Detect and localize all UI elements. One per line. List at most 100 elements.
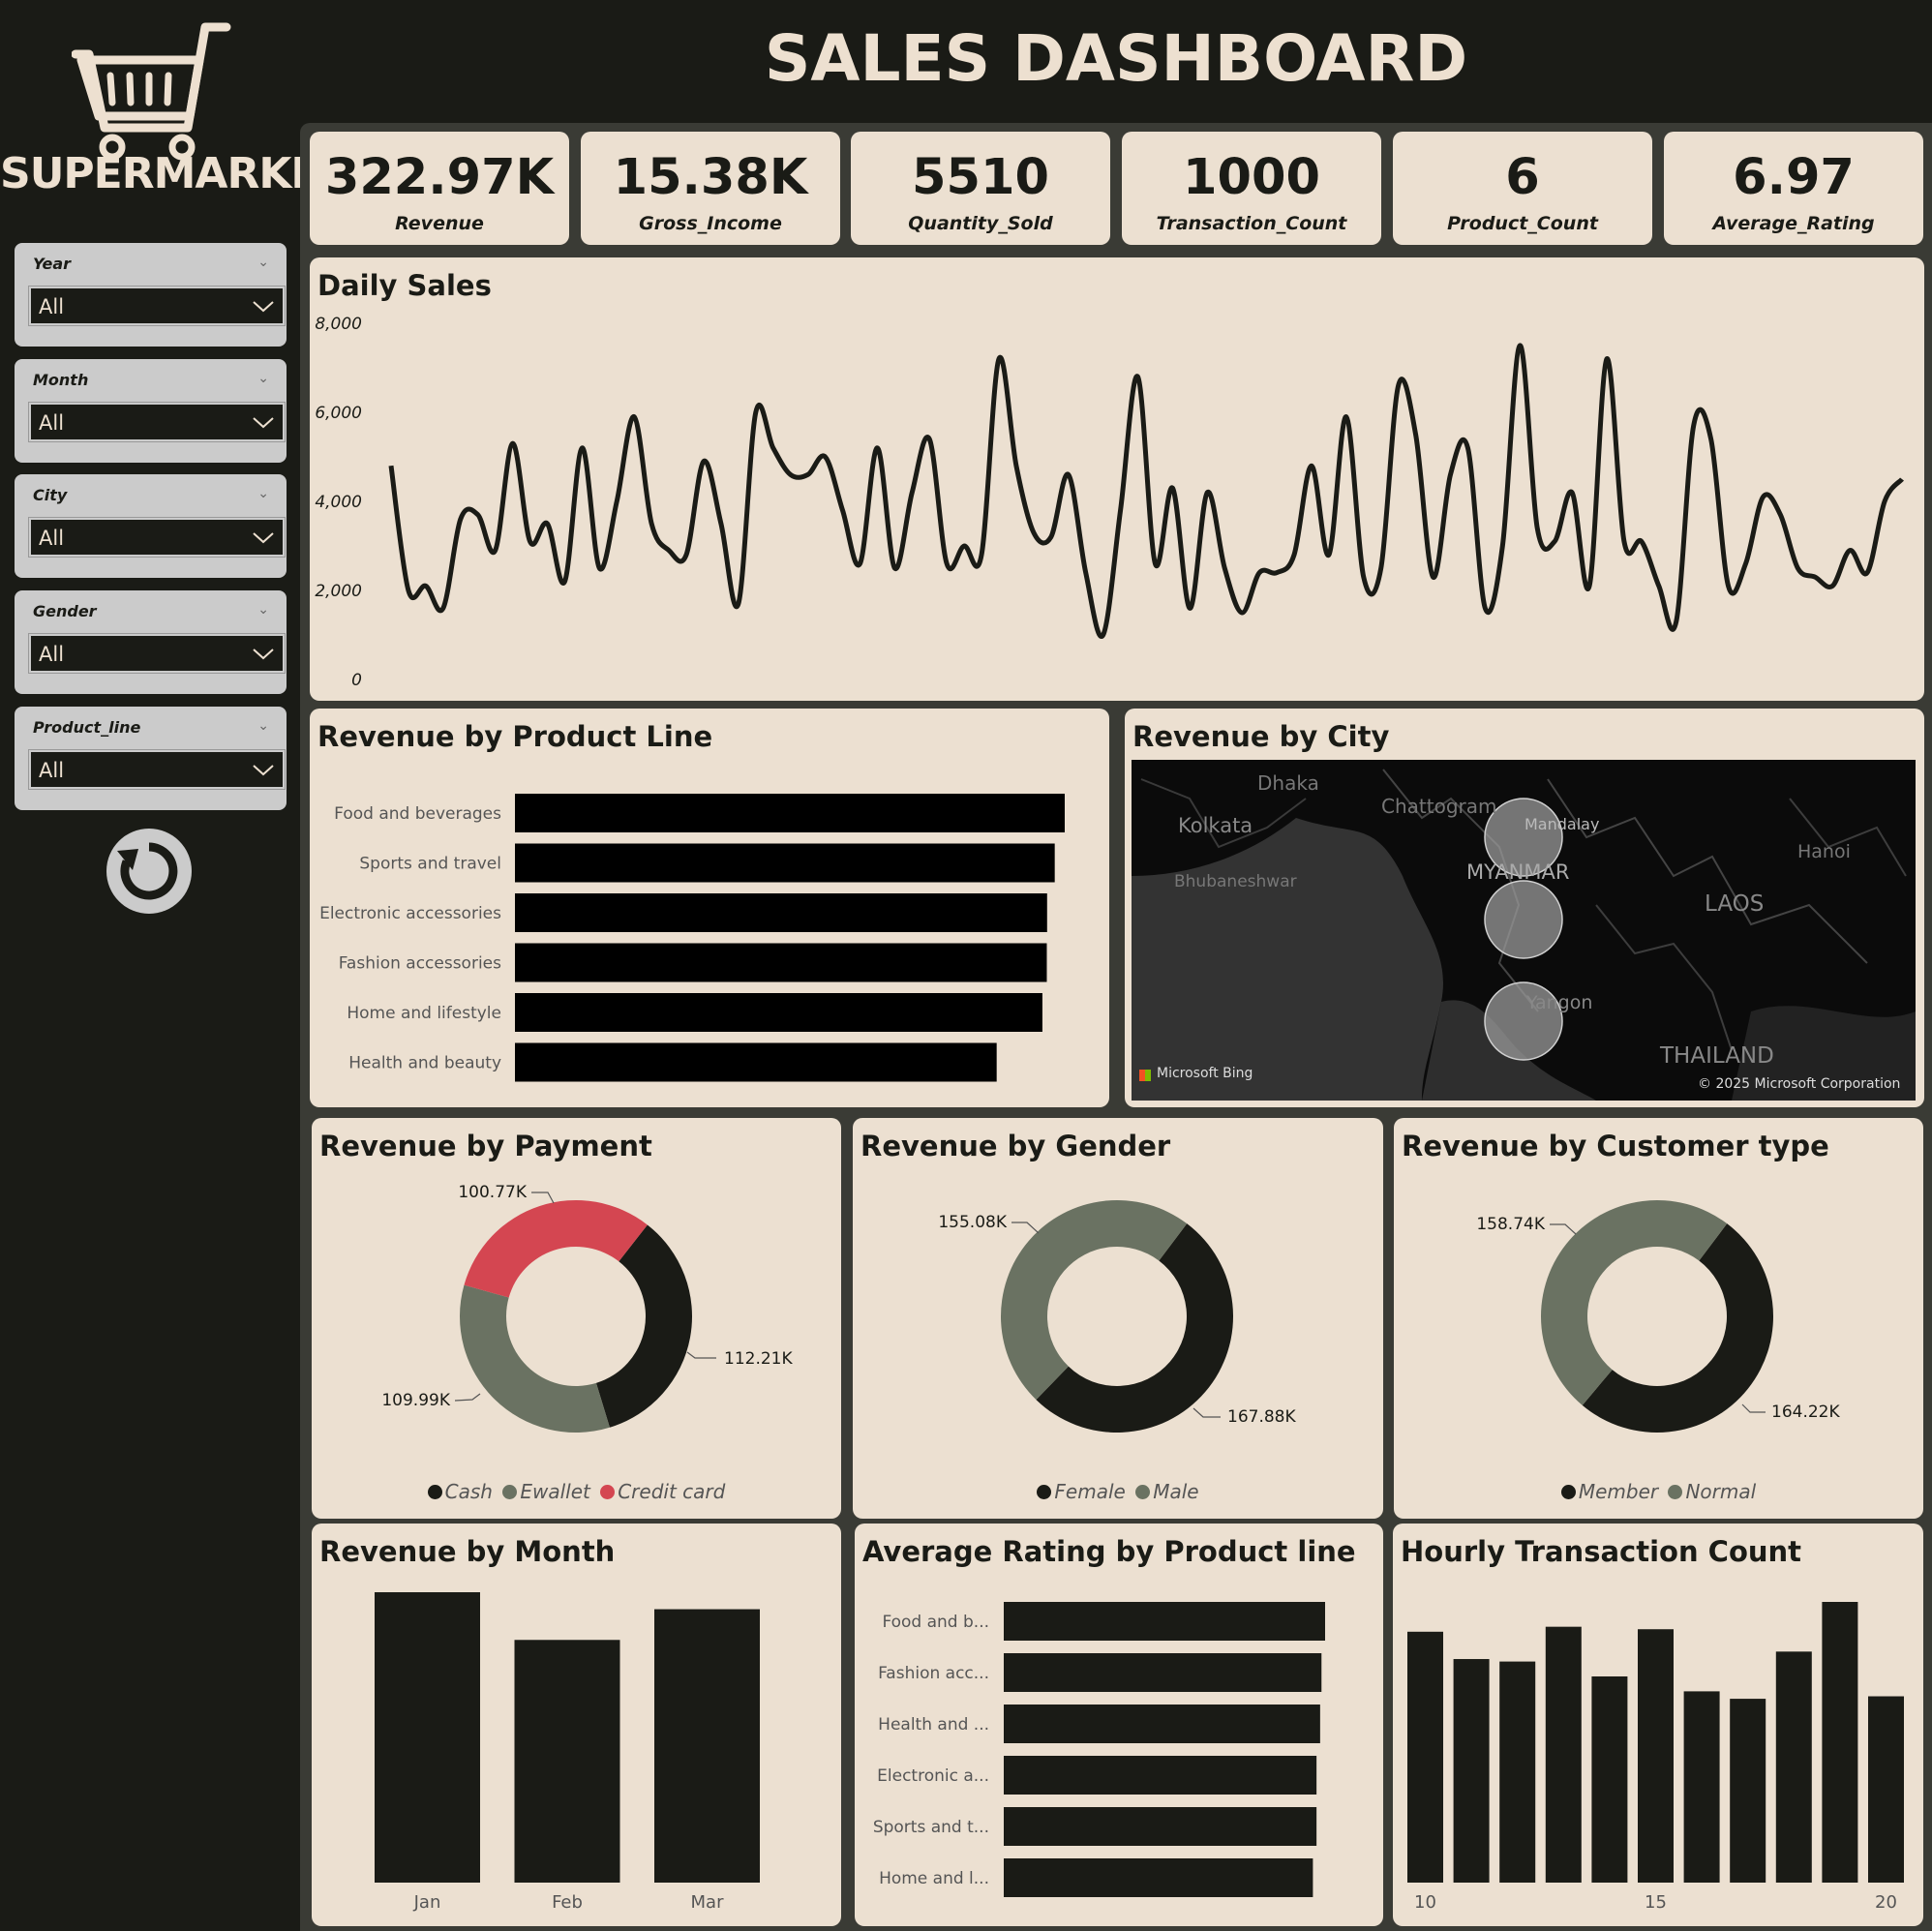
slicer-label: City — [33, 486, 68, 504]
city-dropdown[interactable]: All — [28, 517, 286, 558]
chevron-down-icon[interactable]: ⌄ — [257, 486, 269, 501]
map-label: Chattogram — [1381, 795, 1497, 818]
slicer-city[interactable]: City ⌄ All — [15, 474, 287, 578]
legend-label: Male — [1153, 1480, 1199, 1503]
chevron-down-icon — [253, 532, 274, 544]
hourly-visual[interactable]: Hourly Transaction Count 10 15 20 — [1393, 1524, 1923, 1926]
daily-sales-line — [388, 343, 1904, 640]
brand-name: SUPERMARKET — [0, 149, 348, 198]
legend-item[interactable]: Credit card — [600, 1480, 725, 1503]
chevron-down-icon[interactable]: ⌄ — [257, 255, 269, 270]
slicer-label: Year — [33, 255, 72, 273]
refresh-icon — [117, 849, 138, 870]
legend-item[interactable]: Member — [1560, 1480, 1659, 1503]
rating-visual[interactable]: Average Rating by Product line Food and … — [855, 1524, 1383, 1926]
y-tick-label: 0 — [351, 671, 362, 690]
gender-visual[interactable]: Revenue by Gender 167.88K 155.08K Female … — [853, 1118, 1383, 1519]
legend-item[interactable]: Female — [1037, 1480, 1126, 1503]
data-label: 158.74K — [1476, 1215, 1545, 1234]
bar — [1004, 1858, 1313, 1897]
bar — [1004, 1705, 1320, 1743]
chevron-down-icon[interactable]: ⌄ — [257, 718, 269, 734]
bar — [375, 1592, 480, 1883]
slicer-label: Month — [33, 371, 89, 389]
data-label: 100.77K — [458, 1183, 527, 1202]
category-label: Sports and travel — [359, 855, 501, 874]
donut-slice — [1036, 1223, 1233, 1433]
visual-title: Revenue by Payment — [319, 1130, 652, 1162]
city-map[interactable]: Dhaka Kolkata Chattogram Mandalay MYANMA… — [1132, 760, 1916, 1101]
slicer-year[interactable]: Year ⌄ All — [15, 243, 287, 347]
hourly-bar-chart: 10 15 20 — [1407, 1602, 1904, 1913]
month-dropdown[interactable]: All — [28, 402, 286, 442]
leader-line — [1741, 1403, 1766, 1413]
year-dropdown[interactable]: All — [28, 286, 286, 326]
map-label: MYANMAR — [1466, 860, 1570, 884]
kpi-value: 322.97K — [324, 149, 555, 206]
kpi-value: 6.97 — [1733, 149, 1855, 206]
data-label: 109.99K — [381, 1391, 450, 1410]
map-label: LAOS — [1705, 891, 1765, 917]
chevron-down-icon[interactable]: ⌄ — [257, 371, 269, 386]
legend-item[interactable]: Male — [1135, 1480, 1199, 1503]
month-visual[interactable]: Revenue by Month Jan Feb Mar — [312, 1524, 841, 1926]
chevron-down-icon[interactable]: ⌄ — [257, 602, 269, 618]
product-line-visual[interactable]: Revenue by Product Line Food and beverag… — [310, 709, 1109, 1107]
dropdown-value: All — [39, 411, 65, 435]
slicer-month[interactable]: Month ⌄ All — [15, 359, 287, 463]
data-label: 112.21K — [724, 1349, 793, 1369]
category-label: Sports and t... — [873, 1818, 989, 1837]
category-label: Electronic a... — [877, 1766, 989, 1786]
legend-item[interactable]: Cash — [427, 1480, 493, 1503]
kpi-label: Product_Count — [1447, 213, 1598, 234]
kpi-average-rating[interactable]: 6.97 Average_Rating — [1664, 132, 1923, 245]
payment-visual[interactable]: Revenue by Payment 112.21K 109.99K 100.77K… — [312, 1118, 841, 1519]
legend-item[interactable]: Ewallet — [502, 1480, 590, 1503]
donut-slice — [1582, 1223, 1773, 1433]
category-label: Home and lifestyle — [347, 1004, 501, 1023]
map-label: Bhubaneshwar — [1174, 872, 1297, 891]
kpi-gross-income[interactable]: 15.38K Gross_Income — [581, 132, 840, 245]
slicer-label: Product_line — [33, 718, 141, 737]
slicer-gender[interactable]: Gender ⌄ All — [15, 590, 287, 694]
kpi-value: 15.38K — [613, 149, 808, 206]
slicer-product-line[interactable]: Product_line ⌄ All — [15, 707, 287, 810]
product-line-dropdown[interactable]: All — [28, 749, 286, 790]
daily-sales-visual[interactable]: Daily Sales 8,000 6,000 4,000 2,000 0 — [310, 257, 1924, 701]
dropdown-value: All — [39, 295, 65, 318]
chevron-down-icon — [253, 649, 274, 660]
legend-label: Member — [1578, 1480, 1659, 1503]
category-label: Home and l... — [879, 1869, 989, 1888]
kpi-label: Quantity_Sold — [908, 213, 1053, 234]
city-visual[interactable]: Revenue by City Dhaka Kolkata Chattogram… — [1125, 709, 1924, 1107]
bar — [515, 893, 1047, 932]
dropdown-value: All — [39, 643, 65, 666]
kpi-product-count[interactable]: 6 Product_Count — [1393, 132, 1652, 245]
legend-label: Normal — [1685, 1480, 1757, 1503]
legend-item[interactable]: Normal — [1668, 1480, 1756, 1503]
donut-slice — [1001, 1200, 1188, 1401]
slicer-label: Gender — [33, 602, 97, 620]
visual-title: Revenue by City — [1132, 720, 1390, 753]
visual-title: Revenue by Product Line — [317, 720, 713, 753]
customer-type-visual[interactable]: Revenue by Customer type 164.22K 158.74K … — [1394, 1118, 1923, 1519]
map-label: Kolkata — [1178, 814, 1253, 837]
bar — [1453, 1659, 1490, 1883]
kpi-label: Gross_Income — [639, 213, 782, 234]
map-canvas — [1132, 760, 1916, 1101]
visual-title: Hourly Transaction Count — [1401, 1535, 1802, 1568]
kpi-value: 5510 — [912, 149, 1049, 206]
chevron-down-icon — [253, 765, 274, 776]
donut-slice — [1540, 1199, 1728, 1405]
bar — [1004, 1807, 1317, 1846]
microsoft-logo-icon — [1139, 1070, 1151, 1081]
reset-filters-button[interactable] — [106, 828, 193, 915]
map-label: Yangon — [1526, 992, 1593, 1013]
kpi-revenue[interactable]: 322.97K Revenue — [310, 132, 569, 245]
kpi-transaction-count[interactable]: 1000 Transaction_Count — [1122, 132, 1381, 245]
kpi-quantity-sold[interactable]: 5510 Quantity_Sold — [851, 132, 1110, 245]
gender-dropdown[interactable]: All — [28, 633, 286, 674]
leader-line — [1011, 1222, 1040, 1234]
bar — [654, 1609, 760, 1883]
map-label: Hanoi — [1797, 841, 1851, 862]
